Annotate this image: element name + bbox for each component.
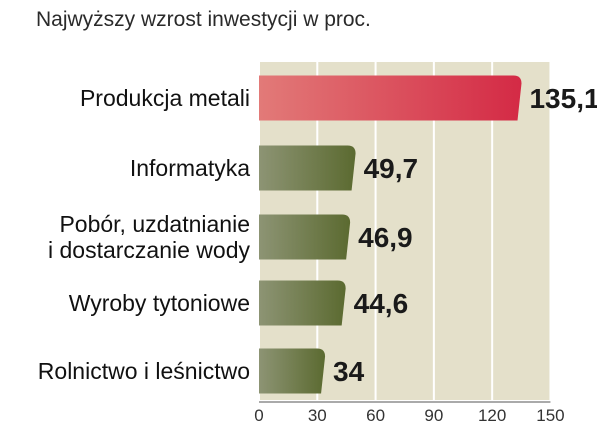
x-tick-label: 0	[254, 406, 263, 425]
bar	[259, 214, 351, 260]
bar	[259, 75, 522, 121]
data-label: 34	[333, 356, 365, 387]
chart-title: Najwyższy wzrost inwestycji w proc.	[36, 8, 371, 31]
data-label: 49,7	[364, 153, 419, 184]
category-label: Wyroby tytoniowe	[69, 290, 250, 316]
x-tick-label: 30	[308, 406, 327, 425]
x-tick-label: 60	[366, 406, 385, 425]
x-tick-label: 90	[424, 406, 443, 425]
bar	[259, 348, 326, 394]
category-label: Rolnictwo i leśnictwo	[38, 358, 250, 384]
x-tick-label: 150	[536, 406, 564, 425]
category-label: Produkcja metali	[80, 85, 250, 111]
plot-area: 0 30 60 90 120 150 135,1 Produkcja metali 49,7 In…	[38, 62, 597, 425]
bar	[259, 145, 356, 191]
bar	[259, 280, 346, 326]
category-label: Pobór, uzdatnianie	[59, 211, 250, 237]
data-label: 135,1	[529, 83, 597, 114]
x-tick-label: 120	[478, 406, 506, 425]
category-label: i dostarczanie wody	[48, 237, 250, 263]
data-label: 44,6	[354, 288, 409, 319]
category-label: Informatyka	[130, 155, 250, 181]
data-label: 46,9	[358, 222, 413, 253]
